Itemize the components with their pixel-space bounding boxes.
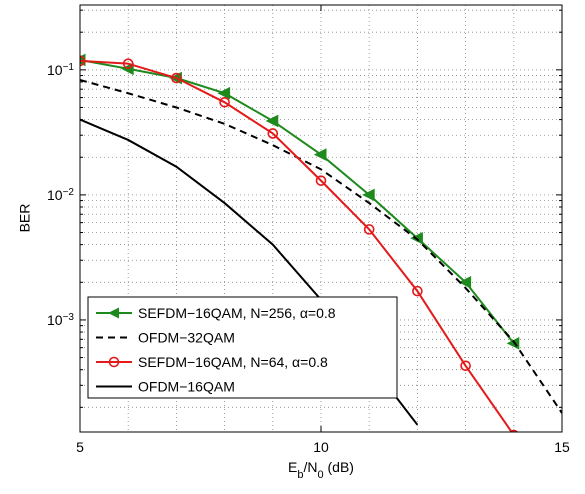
x-tick-label: 15 [554, 439, 570, 455]
point-marker [267, 128, 279, 139]
point-marker [313, 148, 327, 161]
y-tick-label: 10−3 [47, 311, 74, 328]
y-tick-base: 10 [47, 62, 63, 78]
x-label-part: /N [304, 459, 318, 475]
y-tick-base: 10 [47, 312, 63, 328]
point-marker [315, 175, 327, 186]
y-tick-exponent: −2 [63, 186, 75, 197]
x-tick-label: 10 [313, 439, 329, 455]
series-line [80, 58, 515, 344]
legend-label: OFDM−32QAM [138, 330, 235, 346]
legend-label: OFDM−16QAM [138, 379, 235, 395]
point-marker [122, 58, 134, 69]
legend-marker [108, 356, 120, 368]
point-marker [362, 188, 375, 202]
series-line [80, 78, 562, 414]
series-layer [80, 53, 562, 432]
point-marker [219, 97, 230, 108]
x-label-subscript: b [297, 469, 303, 481]
y-tick-label: 10−1 [47, 61, 74, 78]
legend-label: SEFDM−16QAM, N=256, α=0.8 [138, 305, 336, 321]
point-marker [217, 86, 231, 100]
legend-box [87, 296, 398, 399]
point-marker [171, 72, 182, 84]
point-marker [460, 360, 471, 372]
point-marker [412, 285, 423, 297]
y-tick-exponent: −1 [63, 61, 75, 72]
series-line [80, 59, 513, 432]
y-tick-base: 10 [47, 187, 63, 203]
x-label-part: E [288, 459, 297, 475]
point-marker [363, 224, 375, 235]
point-marker [265, 114, 279, 128]
point-marker [458, 275, 472, 289]
legend-label: SEFDM−16QAM, N=64, α=0.8 [138, 354, 328, 370]
x-label-subscript: 0 [318, 469, 324, 481]
plot-frame [79, 4, 563, 433]
legend-marker [108, 307, 119, 319]
x-tick-label: 5 [76, 439, 84, 455]
point-marker [80, 55, 86, 67]
x-axis-label: Eb/N0 (dB) [288, 459, 354, 481]
point-marker [509, 429, 519, 432]
x-label-part: (dB) [324, 459, 354, 475]
y-tick-exponent: −3 [63, 311, 75, 322]
y-tick-label: 10−2 [47, 186, 74, 203]
y-axis-label: BER [17, 204, 33, 233]
